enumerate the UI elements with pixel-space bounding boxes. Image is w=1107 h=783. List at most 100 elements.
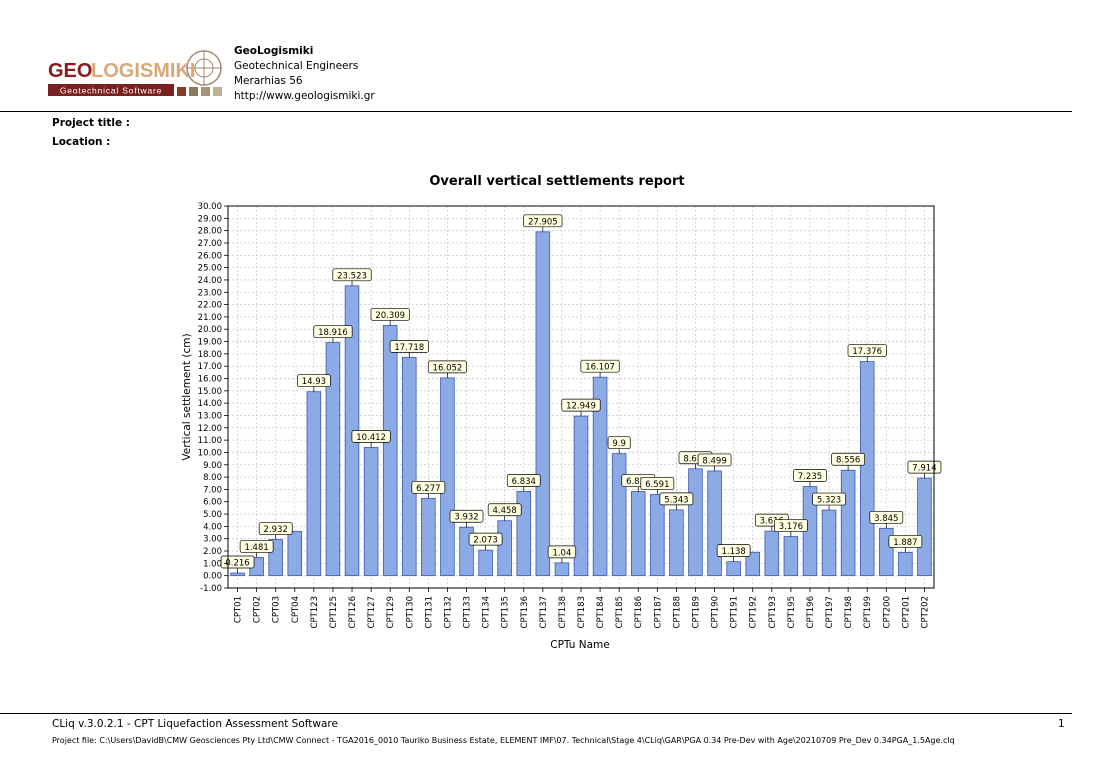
bar-cpt137 <box>535 231 551 577</box>
y-tick-label: 14.00 <box>198 399 222 409</box>
data-label-box <box>580 359 620 373</box>
data-label: 8.499 <box>702 456 726 466</box>
logo-text-right: LOGISMIKI <box>91 60 195 82</box>
header-divider <box>0 111 1072 112</box>
bar-cpt191 <box>726 561 741 577</box>
axis-layer: -1.00 0.00 1.00 2.00 3.00 4.00 5.00 6.00 7.00 8.0… <box>198 202 935 628</box>
bar-cpt132 <box>440 377 455 577</box>
settlement-chart: Overall vertical settlements report 0.21… <box>181 174 942 651</box>
data-label: 17.376 <box>852 347 882 357</box>
x-tick-label: CPT190 <box>711 596 721 628</box>
bar-cpt185 <box>611 453 627 577</box>
x-tick-label: CPT01 <box>234 596 244 623</box>
data-label-box <box>716 544 751 558</box>
x-tick-label: CPT129 <box>386 596 396 628</box>
geologismiki-logo: GEO LOGISMIKI Geotechnical Software <box>48 50 222 96</box>
x-tick-label: CPT188 <box>672 596 682 628</box>
footer-project-file: Project file: C:\Users\DavidB\CMW Geosci… <box>52 736 955 745</box>
data-label-box <box>389 339 429 353</box>
y-tick-label: 10.00 <box>198 448 222 458</box>
y-tick-label: 20.00 <box>198 325 222 335</box>
bar-cpt195 <box>783 536 799 577</box>
bar-cpt189 <box>688 468 703 577</box>
x-tick-label: CPT185 <box>615 596 625 628</box>
bar-cpt202 <box>917 477 932 577</box>
data-label: 6.834 <box>512 477 536 487</box>
y-tick-label: 24.00 <box>198 276 222 286</box>
y-tick-label: 28.00 <box>198 227 222 237</box>
data-label: 14.93 <box>302 377 326 387</box>
y-tick-label: 30.00 <box>198 202 222 212</box>
data-label-box <box>793 469 827 482</box>
data-label: 3.932 <box>454 513 478 523</box>
data-label: 3.845 <box>874 514 898 524</box>
data-label: 3.616 <box>760 517 784 527</box>
x-tick-label: CPT199 <box>863 596 873 628</box>
data-label: 17.718 <box>394 343 424 353</box>
data-label-box <box>487 503 522 517</box>
data-label-box <box>888 535 923 548</box>
y-tick-label: -1.00 <box>200 584 222 594</box>
x-tick-label: CPT131 <box>424 596 434 628</box>
x-tick-label: CPT125 <box>329 596 339 628</box>
bar-cpt138 <box>554 562 570 577</box>
x-tick-label: CPT02 <box>253 596 263 623</box>
y-tick-label: 29.00 <box>198 214 222 224</box>
data-label-box <box>640 477 675 490</box>
bar-cpt134 <box>478 549 493 577</box>
data-label: 8.675 <box>683 454 707 464</box>
data-label: 6.277 <box>416 484 440 494</box>
x-tick-label: CPT126 <box>348 596 358 628</box>
data-label: 1.481 <box>244 543 268 553</box>
data-label-box <box>468 532 503 546</box>
data-label: 20.309 <box>375 311 405 321</box>
data-label-box <box>523 214 563 228</box>
x-tick-label: CPT191 <box>730 596 740 628</box>
y-tick-label: 27.00 <box>198 239 222 249</box>
data-label: 4.458 <box>493 506 517 516</box>
data-label-box <box>332 268 372 282</box>
x-tick-label: CPT202 <box>920 596 930 628</box>
company-website: http://www.geologismiki.gr <box>234 90 375 102</box>
data-label-box <box>370 308 410 321</box>
data-label-box <box>506 474 541 487</box>
y-tick-label: 2.00 <box>203 547 222 557</box>
y-tick-label: 19.00 <box>198 338 222 348</box>
y-tick-label: 1.00 <box>203 559 222 569</box>
y-tick-label: 11.00 <box>198 436 222 446</box>
x-tick-label: CPT193 <box>768 596 778 628</box>
bar-cpt135 <box>497 520 512 577</box>
data-label: 8.556 <box>836 456 860 466</box>
footer-divider <box>0 713 1072 714</box>
chart-title: Overall vertical settlements report <box>429 174 684 189</box>
data-label: 1.887 <box>893 538 917 548</box>
x-tick-label: CPT134 <box>482 596 492 628</box>
bar-cpt131 <box>421 497 436 577</box>
data-label-box <box>831 452 865 466</box>
x-axis-label: CPTu Name <box>550 639 609 651</box>
data-label-box <box>847 344 887 357</box>
data-label: 23.523 <box>337 271 367 281</box>
data-label: 1.138 <box>721 547 745 557</box>
y-tick-label: 26.00 <box>198 251 222 261</box>
data-label: 10.412 <box>356 433 386 443</box>
bar-cpt130 <box>402 356 417 577</box>
data-label: 6.591 <box>645 480 669 490</box>
data-label-box <box>697 453 732 467</box>
x-tick-label: CPT130 <box>405 596 415 628</box>
data-label-box <box>547 545 577 559</box>
company-address: Merarhias 56 <box>234 75 303 87</box>
data-label-box <box>297 374 331 388</box>
x-tick-label: CPT187 <box>653 596 663 628</box>
y-tick-label: 8.00 <box>203 473 222 483</box>
bar-cpt188 <box>669 509 684 577</box>
bar-cpt183 <box>573 415 589 577</box>
x-tick-label: CPT197 <box>825 596 835 628</box>
x-tick-label: CPT135 <box>501 596 511 628</box>
data-label-box <box>351 430 391 443</box>
x-tick-label: CPT132 <box>443 596 453 628</box>
data-label: 27.905 <box>528 217 558 227</box>
bar-cpt199 <box>859 361 875 577</box>
data-label-box <box>411 480 446 494</box>
x-tick-label: CPT04 <box>291 596 301 623</box>
